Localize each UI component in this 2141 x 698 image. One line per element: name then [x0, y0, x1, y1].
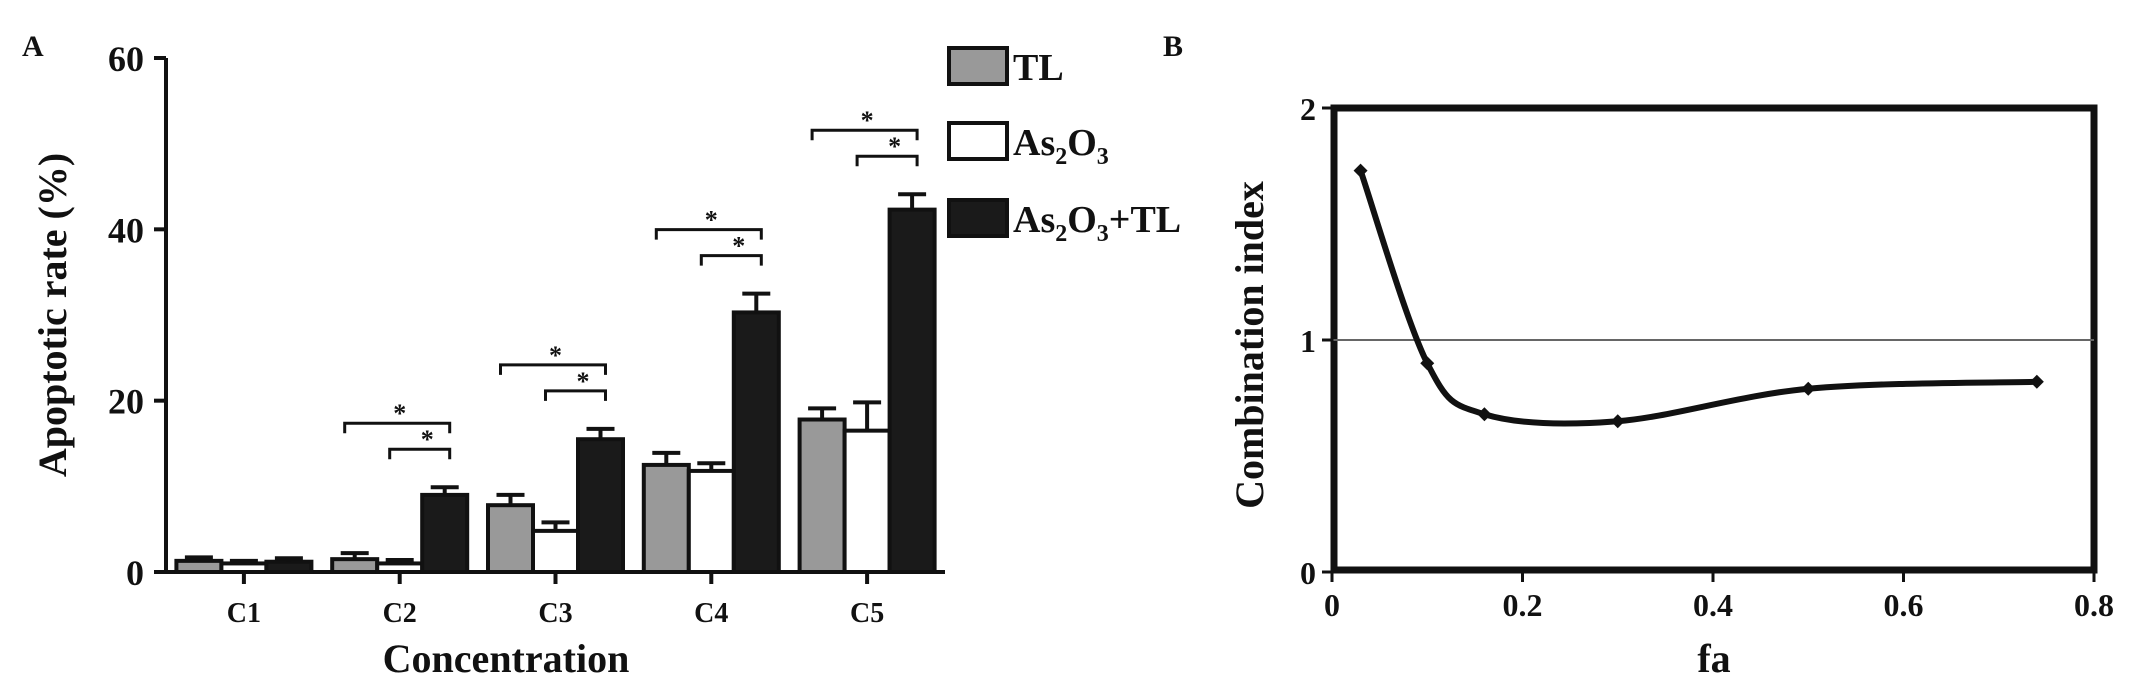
- significance-mark: *: [732, 232, 745, 261]
- data-point: [1353, 163, 1368, 178]
- data-point: [2029, 374, 2044, 389]
- bar: [420, 492, 470, 574]
- y-tick-label: 1: [1300, 323, 1316, 359]
- bar: [576, 437, 625, 575]
- x-axis-label: fa: [1697, 636, 1730, 681]
- significance-bracket: [388, 447, 452, 460]
- bar: [641, 462, 691, 574]
- significance-bracket: [855, 154, 919, 167]
- y-ticks: 0 20 40 60: [108, 39, 166, 593]
- panel-label-a: A: [22, 30, 44, 63]
- line-chart-panel-b: 0 1 2 0 0.2 0.4 0.6 0.8 Combination index fa: [1227, 91, 2114, 681]
- data-point: [1477, 407, 1492, 422]
- significance-brackets: * * * * * * * *: [343, 106, 919, 460]
- x-tick-label: C3: [538, 598, 572, 629]
- bar: [842, 428, 892, 574]
- y-tick-label: 60: [108, 39, 144, 79]
- data-points: [1353, 163, 2044, 429]
- bar: [375, 561, 425, 575]
- data-point: [1610, 414, 1625, 429]
- bar: [174, 558, 224, 575]
- panel-label-b: B: [1163, 30, 1183, 63]
- bars: [174, 207, 937, 575]
- significance-bracket: [654, 228, 763, 240]
- combination-index-line: [1357, 167, 2040, 427]
- x-axis-label: Concentration: [383, 636, 630, 681]
- legend-entry: As2O3+TL: [1013, 199, 1181, 247]
- significance-bracket: [499, 363, 607, 375]
- x-tick-label: 0.4: [1693, 587, 1733, 623]
- data-point: [1420, 356, 1435, 371]
- significance-mark: *: [888, 132, 901, 161]
- bar-chart-panel-a: 0 20 40 60 C1 C2 C3 C4 C5 * * * * * * * * TL As2O3 As2O3…: [30, 39, 1181, 681]
- y-tick-label: 2: [1300, 91, 1316, 127]
- bar: [731, 310, 781, 574]
- bar: [486, 503, 535, 574]
- x-tick-label: C4: [694, 598, 728, 629]
- significance-bracket: [343, 421, 452, 434]
- significance-bracket: [544, 389, 607, 401]
- bar: [330, 557, 380, 575]
- significance-bracket: [810, 128, 919, 141]
- x-tick-label: 0: [1324, 587, 1340, 623]
- bar: [264, 559, 314, 574]
- legend-swatch: [947, 46, 1009, 86]
- error-bars: [184, 192, 927, 564]
- significance-mark: *: [393, 399, 406, 428]
- bar: [219, 561, 269, 575]
- y-tick-label: 40: [108, 210, 144, 250]
- significance-mark: *: [705, 206, 718, 235]
- legend: TL As2O3 As2O3+TL: [947, 46, 1181, 247]
- significance-mark: *: [549, 341, 562, 370]
- significance-bracket: [699, 254, 763, 266]
- data-point: [1801, 381, 1816, 396]
- x-tick-label: C2: [383, 598, 417, 629]
- significance-mark: *: [861, 106, 874, 135]
- bar: [531, 528, 580, 575]
- y-tick-label: 0: [126, 553, 144, 593]
- bar: [797, 417, 847, 574]
- x-tick-label: 0.2: [1503, 587, 1543, 623]
- bar: [887, 207, 937, 574]
- y-axis-label: Apoptotic rate (%): [30, 153, 75, 477]
- x-tick-label: C1: [227, 598, 261, 629]
- y-tick-label: 20: [108, 382, 144, 422]
- y-axis-label: Combination index: [1227, 181, 1272, 509]
- significance-mark: *: [577, 367, 590, 396]
- legend-entry: TL: [1013, 47, 1064, 89]
- x-ticks: 0 0.2 0.4 0.6 0.8: [1324, 572, 2114, 623]
- legend-swatch: [947, 121, 1009, 161]
- legend-swatch: [947, 198, 1009, 238]
- x-ticks: C1 C2 C3 C4 C5: [227, 572, 884, 629]
- bar: [686, 468, 736, 574]
- x-tick-label: 0.8: [2074, 587, 2114, 623]
- x-tick-label: C5: [850, 598, 884, 629]
- y-tick-label: 0: [1300, 555, 1316, 591]
- x-tick-label: 0.6: [1884, 587, 1924, 623]
- y-ticks: 0 1 2: [1300, 91, 1332, 591]
- significance-mark: *: [421, 425, 434, 454]
- legend-entry: As2O3: [1013, 122, 1109, 170]
